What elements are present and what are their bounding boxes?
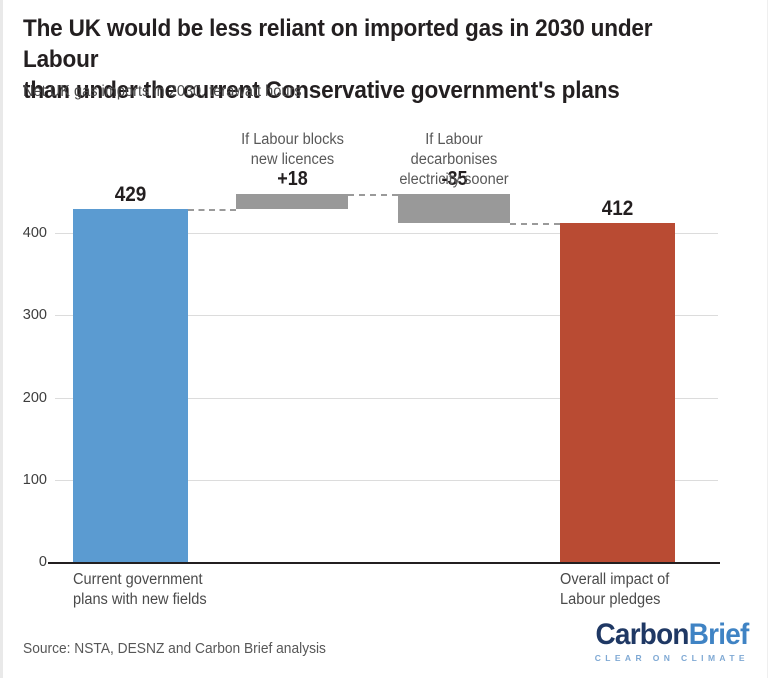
page-title: The UK would be less reliant on imported…: [23, 14, 667, 107]
annotation-line-1: If Labour blocks: [241, 131, 344, 148]
category-label-current-government: Current government plans with new fields: [73, 570, 280, 610]
source-note: Source: NSTA, DESNZ and Carbon Brief ana…: [23, 641, 326, 657]
bar-delta-labour-blocks-licences[interactable]: [236, 194, 348, 209]
gridline-100: [55, 480, 718, 481]
bar-delta-decarbonise-electricity[interactable]: [398, 194, 510, 223]
ytick-label-0: 0: [38, 554, 47, 570]
gridline-300: [55, 315, 718, 316]
logo-tagline: CLEAR ON CLIMATE: [594, 653, 749, 663]
bar-overall-impact-labour-pledges[interactable]: [560, 223, 675, 562]
connector-delta1-to-delta2: [348, 194, 398, 196]
page-title-line-1: The UK would be less reliant on imported…: [23, 15, 653, 73]
plot-area: 400 300 200 100 0 429 +18 If Labour bloc…: [3, 0, 768, 678]
connector-429-to-delta1: [188, 209, 236, 211]
bar-current-government-plans[interactable]: [73, 209, 188, 562]
bar-value-label-plus-18: +18: [277, 168, 308, 190]
connector-delta2-to-412: [510, 223, 560, 225]
gridline-200: [55, 398, 718, 399]
category-label-line-2: Labour pledges: [560, 591, 661, 609]
category-label-line-2: plans with new fields: [73, 591, 207, 609]
annotation-line-2: new licences: [250, 150, 335, 168]
annotation-decarbonise-electricity: If Labour decarbonises electricity soone…: [385, 130, 522, 189]
category-label-line-1: Current government: [73, 571, 203, 588]
chart-subtitle: Net UK gas imports in 2030, terawatt hou…: [23, 83, 302, 100]
logo-brief-text: Brief: [689, 618, 750, 651]
logo-carbon-text: Carbon: [595, 618, 690, 651]
annotation-line-1: If Labour decarbonises: [410, 131, 498, 168]
bar-value-label-412: 412: [601, 197, 634, 220]
bar-value-label-minus-35: -35: [441, 168, 468, 190]
ytick-label-300: 300: [22, 307, 47, 323]
annotation-labour-blocks-licences: If Labour blocks new licences: [226, 130, 359, 170]
x-axis-line: [48, 562, 720, 564]
logo-wordmark: CarbonBrief: [595, 618, 750, 651]
gridline-400: [55, 233, 718, 234]
ytick-label-400: 400: [22, 225, 47, 241]
page-title-line-2: than under the current Conservative gove…: [23, 76, 620, 104]
category-label-overall-impact: Overall impact of Labour pledges: [560, 570, 757, 610]
category-label-line-1: Overall impact of: [560, 571, 670, 588]
carbonbrief-logo[interactable]: CarbonBrief CLEAR ON CLIMATE: [584, 618, 750, 663]
ytick-label-200: 200: [22, 390, 47, 406]
ytick-label-100: 100: [22, 472, 47, 488]
annotation-line-2: electricity sooner: [399, 170, 509, 188]
bar-value-label-429: 429: [114, 183, 147, 206]
